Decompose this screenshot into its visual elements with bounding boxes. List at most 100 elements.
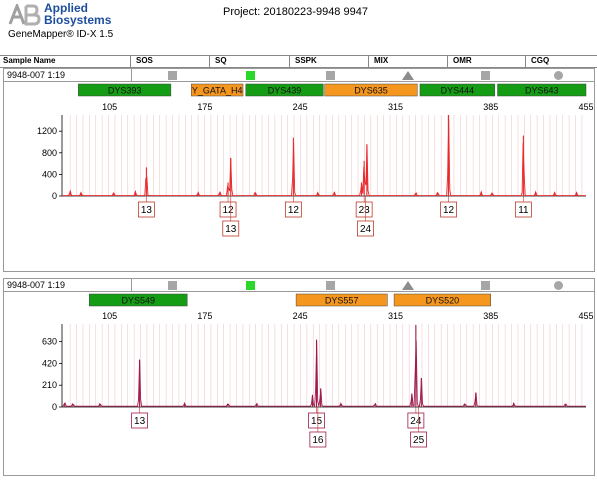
allele-label: 23 (359, 205, 371, 216)
marker-dys444[interactable]: DYS444 (419, 83, 496, 97)
cgq-column[interactable]: CGQ (525, 56, 597, 67)
x-tick-label: 245 (293, 102, 308, 112)
omr-qc-icon[interactable] (481, 281, 490, 290)
sspk-qc-icon[interactable] (326, 281, 335, 290)
marker-bar (324, 83, 418, 97)
allele-label: 12 (443, 205, 455, 216)
sample-name: 9948-007 1:19 (7, 280, 66, 290)
allele-label: 25 (413, 435, 425, 446)
y-tick-label: 0 (52, 191, 57, 201)
sq-qc-icon[interactable] (246, 71, 255, 80)
y-tick-label: 1200 (37, 126, 57, 136)
omr-column[interactable]: OMR (447, 56, 526, 67)
sample-panel-1: 9948-007 1:19 (3, 68, 595, 272)
sample-name-column[interactable]: Sample Name (0, 56, 131, 67)
y-tick-label: 630 (42, 337, 57, 347)
project-title: Project: 20180223-9948 9947 (223, 6, 368, 18)
allele-box (309, 431, 327, 448)
allele-label: 15 (311, 416, 323, 427)
allele-box (131, 412, 148, 429)
column-header-row: Sample Name SOS SQ SSPK MIX OMR CGQ (0, 55, 597, 68)
marker-bar (419, 83, 496, 97)
allele-label: 24 (410, 416, 422, 427)
marker-dys439[interactable]: DYS439 (245, 83, 324, 97)
allele-box (137, 201, 155, 218)
cgq-header: CGQ (531, 56, 550, 65)
sos-qc-icon[interactable] (168, 281, 177, 290)
allele-label: 12 (222, 205, 234, 216)
marker-label: DYS444 (441, 86, 475, 96)
allele-label: 13 (141, 205, 153, 216)
marker-bar (245, 83, 324, 97)
cgq-qc-icon[interactable] (554, 281, 563, 290)
sample-name: 9948-007 1:19 (7, 70, 66, 80)
brand-line-1: Applied (44, 1, 88, 15)
trace (62, 118, 586, 197)
trace (61, 340, 586, 408)
marker-label: Y_GATA_H4 (192, 86, 243, 96)
allele-label: 11 (518, 205, 529, 216)
marker-dys549[interactable]: DYS549 (88, 293, 188, 307)
x-tick-label: 175 (197, 311, 212, 321)
allele-label: 24 (360, 224, 372, 235)
mix-header: MIX (374, 56, 389, 65)
allele-box (355, 201, 373, 218)
cgq-qc-icon[interactable] (554, 71, 563, 80)
marker-bar (393, 293, 491, 307)
sq-qc-icon[interactable] (246, 281, 255, 290)
y-tick-label: 210 (42, 380, 57, 390)
mix-column[interactable]: MIX (368, 56, 448, 67)
marker-bar (78, 83, 172, 97)
x-tick-label: 385 (483, 102, 498, 112)
allele-label: 16 (312, 435, 324, 446)
app-name: GeneMapper® ID-X 1.5 (8, 29, 114, 40)
x-tick-label: 455 (578, 311, 593, 321)
allele-box (222, 220, 240, 237)
sq-column[interactable]: SQ (209, 56, 290, 67)
marker-bar (88, 293, 188, 307)
mix-qc-icon[interactable] (402, 281, 414, 290)
y-tick-label: 420 (42, 358, 57, 368)
sspk-qc-icon[interactable] (326, 71, 335, 80)
allele-box (308, 412, 325, 429)
x-tick-label: 245 (293, 311, 308, 321)
x-tick-label: 385 (483, 311, 498, 321)
allele-box (284, 201, 302, 218)
mix-qc-icon[interactable] (402, 71, 414, 80)
allele-box (407, 412, 425, 429)
marker-bar (497, 83, 587, 97)
divider (131, 279, 132, 291)
marker-bar (191, 83, 244, 97)
marker-y_gata_h4[interactable]: Y_GATA_H4 (191, 83, 244, 97)
sample-row-2[interactable]: 9948-007 1:19 (4, 279, 594, 292)
marker-label: DYS549 (121, 296, 155, 306)
marker-dys643[interactable]: DYS643 (497, 83, 587, 97)
marker-dys393[interactable]: DYS393 (78, 83, 172, 97)
sos-column[interactable]: SOS (130, 56, 210, 67)
sample-row-1[interactable]: 9948-007 1:19 (4, 69, 594, 82)
allele-box (357, 220, 374, 237)
marker-bar (295, 293, 388, 307)
marker-dys635[interactable]: DYS635 (324, 83, 418, 97)
x-tick-label: 175 (197, 102, 212, 112)
marker-label: DYS439 (268, 86, 302, 96)
sspk-header: SSPK (295, 56, 317, 65)
y-tick-label: 800 (42, 148, 57, 158)
x-tick-label: 315 (388, 102, 403, 112)
allele-label: 13 (134, 416, 146, 427)
x-tick-label: 455 (578, 102, 593, 112)
applied-biosystems-logo (8, 4, 42, 26)
sample-panel-2: 9948-007 1:19 (3, 278, 595, 476)
sspk-column[interactable]: SSPK (289, 56, 369, 67)
brand-line-2: Biosystems (44, 13, 112, 27)
sos-qc-icon[interactable] (168, 71, 177, 80)
y-tick-label: 400 (42, 169, 57, 179)
marker-dys557[interactable]: DYS557 (295, 293, 388, 307)
allele-box (440, 201, 457, 218)
omr-qc-icon[interactable] (481, 71, 490, 80)
marker-dys520[interactable]: DYS520 (393, 293, 491, 307)
x-tick-label: 105 (102, 311, 117, 321)
marker-label: DYS520 (426, 296, 460, 306)
